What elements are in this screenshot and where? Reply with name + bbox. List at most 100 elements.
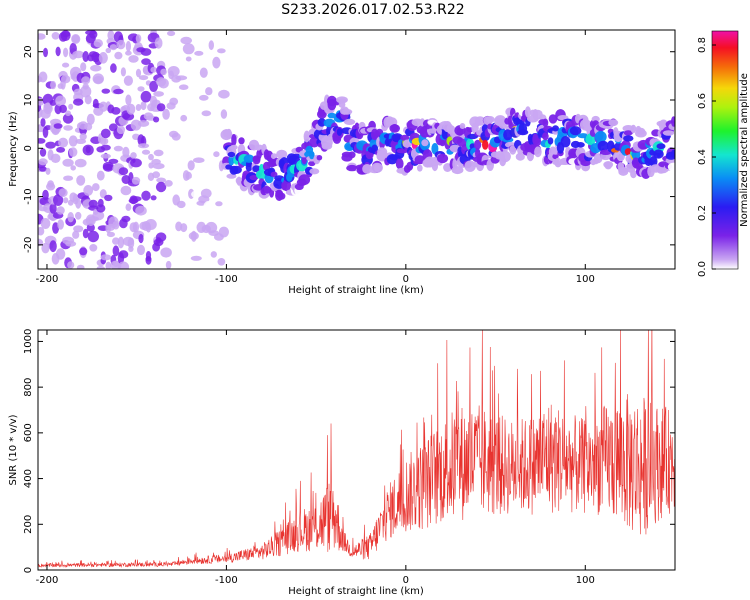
heatmap-cell xyxy=(167,66,180,77)
heatmap-cell xyxy=(46,182,56,191)
heatmap-cell xyxy=(167,30,176,37)
heatmap-cell xyxy=(160,68,167,76)
heatmap-cell xyxy=(44,102,52,113)
heatmap-ylabel: Frequency (Hz) xyxy=(8,111,19,187)
heatmap-cell xyxy=(130,152,137,159)
heatmap-cell xyxy=(55,248,66,260)
heatmap-cell xyxy=(474,116,486,126)
heatmap-cell xyxy=(106,231,115,238)
heatmap-cell xyxy=(346,164,358,172)
heatmap-cell xyxy=(417,164,423,172)
heatmap-cell xyxy=(42,189,49,201)
heatmap-cell xyxy=(45,167,51,175)
heatmap-cell xyxy=(156,177,167,183)
heatmap-cell xyxy=(557,115,569,121)
heatmap-cell xyxy=(75,211,82,220)
heatmap-cell xyxy=(49,99,57,106)
heatmap-cell xyxy=(105,47,112,54)
heatmap-cell xyxy=(58,137,69,148)
heatmap-cell xyxy=(58,188,68,198)
heatmap-xtick-label: -100 xyxy=(215,274,238,285)
snr-xtick-label: -100 xyxy=(215,575,238,586)
heatmap-cell xyxy=(485,116,495,123)
heatmap-cell xyxy=(59,104,67,114)
heatmap-cell xyxy=(92,183,100,192)
heatmap-cell xyxy=(89,244,98,252)
heatmap-cell xyxy=(515,152,525,161)
snr-xtick-label: 0 xyxy=(403,575,409,586)
heatmap-ytick-label: 10 xyxy=(23,94,34,107)
heatmap-cell xyxy=(482,139,489,150)
heatmap-cell xyxy=(341,108,353,115)
snr-frame xyxy=(37,329,676,571)
heatmap-cell xyxy=(671,116,675,127)
heatmap-cell xyxy=(169,97,179,106)
heatmap-cell xyxy=(217,258,226,266)
snr-series-line xyxy=(38,330,675,568)
heatmap-cell xyxy=(548,114,558,124)
heatmap-cell xyxy=(135,205,147,216)
heatmap-cell xyxy=(140,101,147,111)
heatmap-cell xyxy=(104,194,113,202)
heatmap-cell xyxy=(108,158,119,164)
heatmap-cell xyxy=(178,84,189,90)
heatmap-cell xyxy=(63,47,69,58)
heatmap-cell xyxy=(38,33,46,40)
heatmap-cell xyxy=(212,56,221,69)
heatmap-cell xyxy=(164,180,173,187)
heatmap-cell xyxy=(542,132,549,141)
heatmap-cell xyxy=(153,91,165,97)
heatmap-cell xyxy=(193,157,205,163)
heatmap-cell xyxy=(127,237,135,249)
heatmap-cell xyxy=(456,127,464,136)
heatmap-cell xyxy=(276,149,288,159)
colorbar-tick-label: 0.6 xyxy=(697,93,708,109)
heatmap-cell xyxy=(53,194,64,206)
heatmap-cell xyxy=(194,50,204,56)
colorbar: 0.0 0.2 0.4 0.6 0.8 Normalized spectral ampl… xyxy=(697,30,750,277)
heatmap-cell xyxy=(623,130,633,136)
heatmap-cell xyxy=(231,165,242,174)
heatmap-xtick-label: 0 xyxy=(403,274,409,285)
heatmap-cell xyxy=(101,88,111,94)
heatmap-cell xyxy=(121,215,131,223)
heatmap-cell xyxy=(594,131,607,143)
colorbar-tick-label: 0.8 xyxy=(697,37,708,53)
heatmap-cell xyxy=(80,85,92,98)
heatmap-cell xyxy=(111,107,121,115)
heatmap-cell xyxy=(131,176,141,185)
heatmap-cell xyxy=(218,226,229,238)
heatmap-cell xyxy=(105,261,112,269)
snr-ytick-label: 0 xyxy=(23,567,34,573)
heatmap-cell xyxy=(90,64,102,72)
heatmap-cell xyxy=(259,163,265,174)
heatmap-cell xyxy=(309,137,320,148)
heatmap-cell xyxy=(527,154,534,160)
heatmap-ytick-label: -20 xyxy=(23,237,34,253)
heatmap-cell xyxy=(79,247,88,256)
heatmap-cell xyxy=(98,52,108,64)
heatmap-cell xyxy=(82,83,89,90)
heatmap-cell xyxy=(343,118,356,125)
heatmap-cell xyxy=(190,255,202,261)
heatmap-ytick-label: -10 xyxy=(23,188,34,204)
heatmap-cell xyxy=(117,261,130,269)
heatmap-cell xyxy=(60,31,71,38)
heatmap-cell xyxy=(38,138,46,144)
heatmap-cell xyxy=(96,265,105,269)
heatmap-cell xyxy=(103,138,109,145)
heatmap-cell xyxy=(62,113,74,124)
heatmap-cell xyxy=(148,153,154,161)
heatmap-cell xyxy=(188,177,200,186)
heatmap-cell xyxy=(74,158,87,168)
heatmap-cell xyxy=(82,144,94,156)
heatmap-cell xyxy=(374,164,381,172)
heatmap-cell xyxy=(400,134,410,141)
heatmap-cell xyxy=(199,67,208,78)
heatmap-cell xyxy=(569,126,582,136)
heatmap-cell xyxy=(499,150,511,163)
heatmap-cell xyxy=(451,166,464,175)
heatmap-cell xyxy=(109,44,117,51)
heatmap-cell xyxy=(140,48,152,56)
